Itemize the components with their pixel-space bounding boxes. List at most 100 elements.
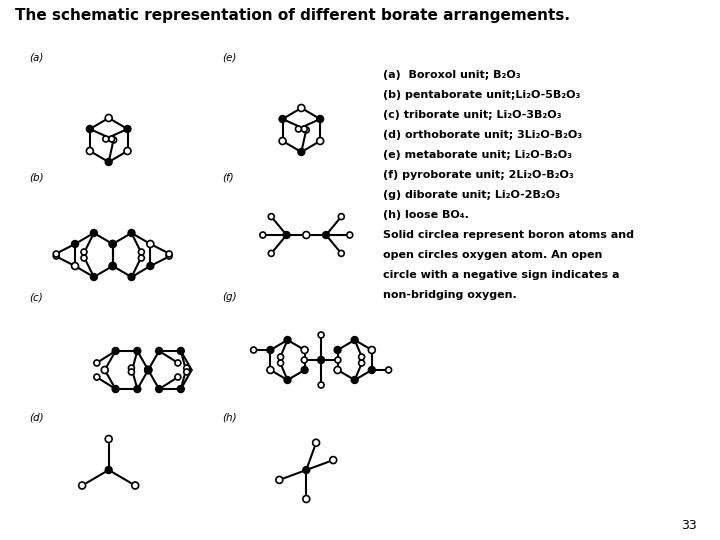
Text: The schematic representation of different borate arrangements.: The schematic representation of differen… <box>15 8 570 23</box>
Text: (g): (g) <box>222 292 237 302</box>
Circle shape <box>128 273 135 280</box>
Circle shape <box>91 230 97 237</box>
Text: (e): (e) <box>222 52 237 62</box>
Circle shape <box>109 136 114 142</box>
Circle shape <box>317 116 323 123</box>
Circle shape <box>269 214 274 220</box>
Circle shape <box>267 347 274 354</box>
Circle shape <box>338 251 344 256</box>
Circle shape <box>124 125 131 132</box>
Text: open circles oxygen atom. An open: open circles oxygen atom. An open <box>383 250 603 260</box>
Text: (a)  Boroxol unit; B₂O₃: (a) Boroxol unit; B₂O₃ <box>383 70 521 80</box>
Circle shape <box>303 496 310 503</box>
Circle shape <box>145 367 152 374</box>
Circle shape <box>109 240 116 247</box>
Circle shape <box>301 347 308 354</box>
Circle shape <box>81 249 87 255</box>
Circle shape <box>251 347 256 353</box>
Circle shape <box>112 386 119 393</box>
Circle shape <box>112 347 119 354</box>
Circle shape <box>184 369 189 375</box>
Circle shape <box>166 251 172 257</box>
Text: circle with a negative sign indicates a: circle with a negative sign indicates a <box>383 270 620 280</box>
Circle shape <box>124 147 131 154</box>
Circle shape <box>284 336 291 343</box>
Text: (h): (h) <box>222 412 237 422</box>
Circle shape <box>138 255 144 261</box>
Circle shape <box>386 367 392 373</box>
Text: (d): (d) <box>30 412 44 422</box>
Text: Solid circlea represent boron atoms and: Solid circlea represent boron atoms and <box>383 230 634 240</box>
Text: (c): (c) <box>30 292 43 302</box>
Text: (b): (b) <box>30 172 44 182</box>
Circle shape <box>351 376 358 383</box>
Circle shape <box>147 240 154 247</box>
Circle shape <box>166 253 172 259</box>
Circle shape <box>109 262 116 269</box>
Circle shape <box>134 347 141 354</box>
Circle shape <box>298 148 305 156</box>
Circle shape <box>284 376 291 383</box>
Circle shape <box>278 354 284 360</box>
Circle shape <box>53 253 59 259</box>
Circle shape <box>269 251 274 256</box>
Circle shape <box>318 332 324 338</box>
Circle shape <box>184 365 189 371</box>
Text: (c) triborate unit; Li₂O-3B₂O₃: (c) triborate unit; Li₂O-3B₂O₃ <box>383 110 562 120</box>
Circle shape <box>347 232 353 238</box>
Text: (f): (f) <box>222 172 234 182</box>
Circle shape <box>278 360 284 366</box>
Circle shape <box>279 138 286 145</box>
Circle shape <box>303 467 310 474</box>
Circle shape <box>359 354 364 360</box>
Circle shape <box>334 347 341 354</box>
Circle shape <box>105 114 112 122</box>
Circle shape <box>102 367 108 374</box>
Text: (d) orthoborate unit; 3Li₂O-B₂O₃: (d) orthoborate unit; 3Li₂O-B₂O₃ <box>383 130 582 140</box>
Circle shape <box>295 126 302 132</box>
Circle shape <box>105 159 112 165</box>
Circle shape <box>312 439 320 446</box>
Circle shape <box>81 255 87 261</box>
Circle shape <box>301 126 307 132</box>
Circle shape <box>103 136 109 142</box>
Circle shape <box>267 367 274 374</box>
Circle shape <box>175 360 181 366</box>
Circle shape <box>94 360 100 366</box>
Circle shape <box>111 137 117 143</box>
Circle shape <box>132 482 139 489</box>
Circle shape <box>134 386 141 393</box>
Circle shape <box>94 374 100 380</box>
Circle shape <box>279 116 286 123</box>
Circle shape <box>71 262 78 269</box>
Circle shape <box>78 482 86 489</box>
Circle shape <box>156 347 163 354</box>
Text: (f) pyroborate unit; 2Li₂O-B₂O₃: (f) pyroborate unit; 2Li₂O-B₂O₃ <box>383 170 574 180</box>
Circle shape <box>318 356 325 363</box>
Circle shape <box>335 357 341 363</box>
Text: (g) diborate unit; Li₂O-2B₂O₃: (g) diborate unit; Li₂O-2B₂O₃ <box>383 190 560 200</box>
Circle shape <box>147 262 154 269</box>
Circle shape <box>177 386 184 393</box>
Circle shape <box>369 367 375 374</box>
Circle shape <box>145 367 152 374</box>
Circle shape <box>318 382 324 388</box>
Circle shape <box>175 374 181 380</box>
Circle shape <box>369 347 375 354</box>
Circle shape <box>334 367 341 374</box>
Circle shape <box>302 357 307 363</box>
Circle shape <box>317 138 323 145</box>
Text: (e) metaborate unit; Li₂O-B₂O₃: (e) metaborate unit; Li₂O-B₂O₃ <box>383 150 572 160</box>
Circle shape <box>71 240 78 247</box>
Circle shape <box>138 249 144 255</box>
Circle shape <box>128 365 135 371</box>
Circle shape <box>109 262 116 269</box>
Circle shape <box>156 386 163 393</box>
Circle shape <box>303 127 310 133</box>
Circle shape <box>260 232 266 238</box>
Circle shape <box>177 347 184 354</box>
Circle shape <box>53 251 59 257</box>
Circle shape <box>323 232 330 239</box>
Circle shape <box>359 360 364 366</box>
Circle shape <box>298 105 305 111</box>
